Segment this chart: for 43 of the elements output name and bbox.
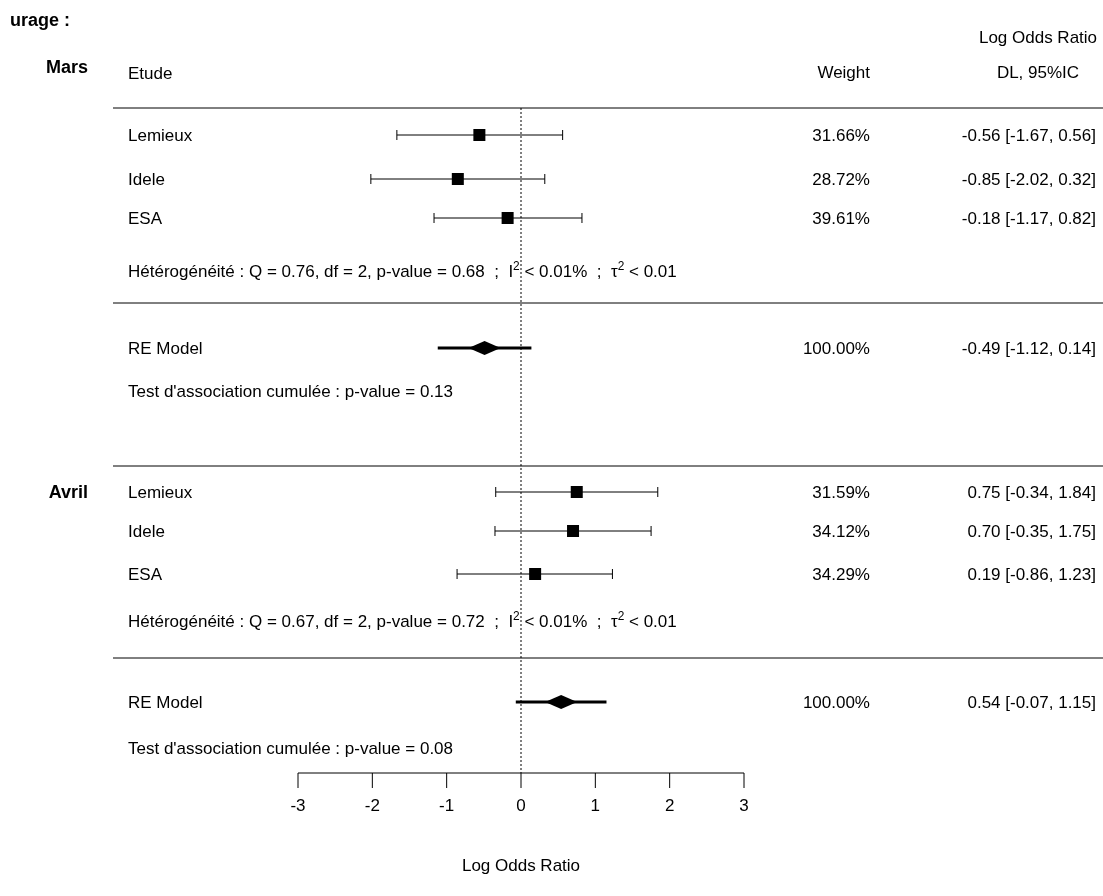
text: -0.85 [-2.02, 0.32] (961, 170, 1096, 189)
y-tick-label: Lemieux (128, 126, 193, 145)
text: 0.75 [-0.34, 1.84] (967, 483, 1096, 502)
annotation: Test d'association cumulée : p-value = 0.08 (128, 739, 454, 758)
text: 34.12% (812, 522, 870, 541)
y-tick-label: ESA (128, 565, 163, 584)
text: urage : (10, 10, 71, 30)
y-tick-label: Idele (128, 522, 165, 541)
text: 28.72% (812, 170, 870, 189)
text: 39.61% (812, 209, 870, 228)
annotation: Test d'association cumulée : p-value = 0.13 (128, 382, 454, 401)
text: Mars (45, 57, 88, 77)
text: 34.29% (812, 565, 870, 584)
text: Avril (48, 482, 88, 502)
text: -0.56 [-1.67, 0.56] (961, 126, 1096, 145)
text: Weight (817, 63, 871, 82)
text: 0.70 [-0.35, 1.75] (967, 522, 1096, 541)
y-axis-title: Etude (128, 64, 173, 83)
text: -0.49 [-1.12, 0.14] (961, 339, 1096, 358)
x-tick-label: 3 (739, 796, 749, 815)
x-tick-label: 2 (664, 796, 675, 815)
text: 100.00% (802, 693, 870, 712)
y-tick-label: RE Model (128, 693, 203, 712)
annotation: Hétérogénéité : Q = 0.67, df = 2, p-value = 0.72 ; I$^{2}$ < 0.01% ; τ$^{2}$ < 0.01 (128, 609, 677, 631)
y-tick-label: Lemieux (128, 483, 193, 502)
x-tick-label: 1 (590, 796, 601, 815)
annotation: Hétérogénéité : Q = 0.76, df = 2, p-value = 0.68 ; I$^{2}$ < 0.01% ; τ$^{2}$ < 0.01 (128, 259, 677, 281)
y-tick-label: RE Model (128, 339, 203, 358)
x-tick-label: -1 (439, 796, 455, 815)
y-tick-label: Idele (128, 170, 165, 189)
x-tick-label: 0 (516, 796, 526, 815)
text: 31.59% (812, 483, 870, 502)
x-tick-label: -2 (364, 796, 380, 815)
text: DL, 95%IC (996, 63, 1080, 82)
text: 0.54 [-0.07, 1.15] (967, 693, 1096, 712)
y-tick-label: ESA (128, 209, 163, 228)
text: 31.66% (812, 126, 870, 145)
text: Log Odds Ratio (978, 28, 1098, 47)
x-axis-title: Log Odds Ratio (461, 856, 581, 875)
text: 0.19 [-0.86, 1.23] (967, 565, 1096, 584)
text: -0.18 [-1.17, 0.82] (961, 209, 1096, 228)
x-tick-label: -3 (290, 796, 306, 815)
text: 100.00% (802, 339, 870, 358)
